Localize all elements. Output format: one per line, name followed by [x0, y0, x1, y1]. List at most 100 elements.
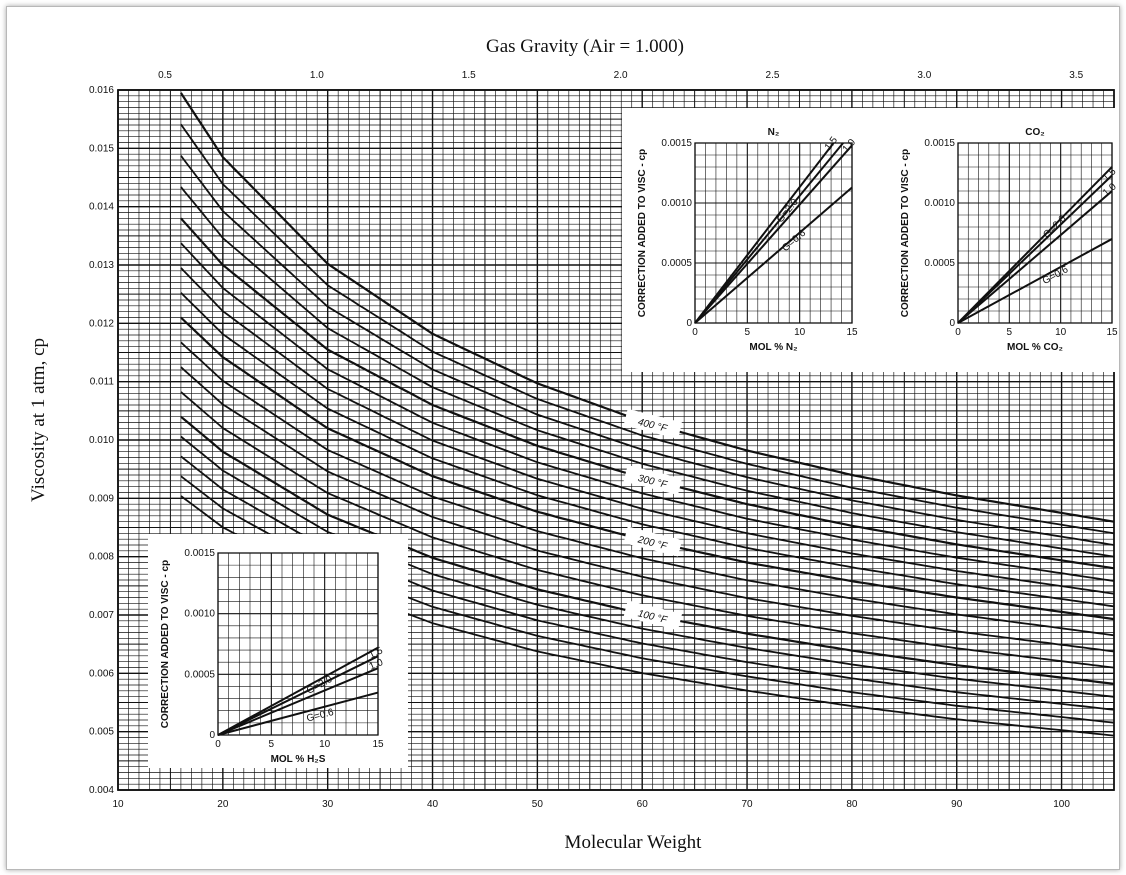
inset-y-label: CORRECTION ADDED TO VISC - cp	[637, 149, 648, 317]
inset-series-line	[694, 142, 835, 324]
inset-x-tick: 0	[955, 327, 961, 338]
y-tick-label: 0.014	[89, 202, 114, 213]
inset-y-tick: 0	[209, 730, 215, 741]
isotherm-curve	[180, 155, 1115, 546]
inset-series-label: 1.0	[368, 657, 385, 673]
inset-x-tick: 5	[1007, 327, 1013, 338]
inset-y-tick: 0.0005	[661, 258, 692, 269]
inset-series-line	[957, 238, 1113, 324]
isotherm-curve	[180, 366, 1115, 653]
y-tick-label: 0.005	[89, 727, 114, 738]
inset-y-label: CORRECTION ADDED TO VISC - cp	[160, 560, 171, 728]
inset-x-tick: 10	[319, 739, 331, 750]
main-tick-labels: 10 20 30 40 50 60 70 80 90 1000.0040.0050.0060.00…	[89, 85, 1070, 810]
y-tick-label: 0.013	[89, 260, 114, 271]
isotherm-curve	[180, 123, 1115, 535]
isotherm-curve	[180, 391, 1115, 669]
inset-y-tick: 0.0010	[184, 609, 215, 620]
inset-y-tick: 0.0015	[924, 138, 955, 149]
y-tick-label: 0.004	[89, 785, 114, 796]
curve-label-group: 100 °F	[623, 600, 683, 631]
y-tick-label: 0.015	[89, 143, 114, 154]
inset-y-label: CORRECTION ADDED TO VISC - cp	[900, 149, 911, 317]
curve-label-bg	[623, 526, 683, 557]
inset-y-tick: 0.0005	[924, 258, 955, 269]
correction-insets: N₂ MOL % N₂ CORRECTION ADDED TO VISC - cp 0…	[148, 108, 1119, 768]
y-tick-label: 0.012	[89, 318, 114, 329]
gravity-tick-label: 3.5	[1069, 70, 1083, 81]
inset-series-line	[217, 667, 379, 736]
inset-x-tick: 10	[794, 327, 806, 338]
curve-label-group: 300 °F	[623, 464, 683, 496]
isotherm-curve	[180, 242, 1115, 582]
gravity-tick-label: 2.5	[766, 70, 780, 81]
inset-title: N₂	[768, 127, 780, 138]
inset-plot-area	[217, 552, 379, 736]
x-tick-label: 40	[427, 799, 439, 810]
inset-x-tick: 15	[846, 327, 858, 338]
curve-label-bg	[623, 464, 683, 496]
gravity-tick-label: 0.5	[158, 70, 172, 81]
inset-y-tick: 0	[949, 318, 955, 329]
inset-background	[148, 534, 408, 768]
inset-series-line	[217, 655, 379, 736]
inset-y-tick: 0.0015	[661, 138, 692, 149]
inset-background	[883, 108, 1116, 372]
inset-h2s: MOL % H₂S CORRECTION ADDED TO VISC - cp 0 5…	[148, 534, 408, 768]
inset-x-tick: 5	[269, 739, 275, 750]
inset-series-line	[957, 166, 1113, 324]
curve-label-bg	[623, 408, 683, 439]
x-tick-label: 70	[741, 799, 753, 810]
curve-label-group: 200 °F	[623, 526, 683, 557]
inset-y-tick: 0	[686, 318, 692, 329]
isotherm-curve	[180, 292, 1115, 608]
inset-y-tick: 0.0010	[661, 198, 692, 209]
inset-plot-area	[694, 142, 853, 324]
inset-x-tick: 0	[215, 739, 221, 750]
isotherm-curve	[180, 186, 1115, 558]
y-tick-label: 0.007	[89, 610, 114, 621]
inset-x-label: MOL % H₂S	[271, 754, 326, 765]
inset-title: CO₂	[1025, 127, 1044, 138]
inset-series-line	[957, 174, 1113, 324]
inset-x-tick: 0	[692, 327, 698, 338]
x-tick-label: 20	[217, 799, 229, 810]
inset-series-line	[694, 142, 844, 324]
inset-y-tick: 0.0015	[184, 548, 215, 559]
curve-label-group: 400 °F	[623, 408, 683, 439]
x-tick-label: 100	[1053, 799, 1070, 810]
gravity-tick-labels: 0.5 1.0 1.5 2.0 2.5 3.0 3.5	[158, 70, 1084, 81]
isotherm-curve	[180, 267, 1115, 595]
gravity-tick-label: 2.0	[614, 70, 628, 81]
x-tick-label: 80	[846, 799, 858, 810]
inset-y-tick: 0.0010	[924, 198, 955, 209]
curve-label-bg	[623, 600, 683, 631]
inset-x-tick: 15	[1106, 327, 1118, 338]
inset-series-line	[694, 144, 853, 324]
gravity-tick-label: 3.0	[917, 70, 931, 81]
inset-plot-area	[957, 142, 1113, 324]
x-tick-label: 10	[112, 799, 124, 810]
y-tick-label: 0.016	[89, 85, 114, 96]
x-tick-label: 60	[637, 799, 649, 810]
chart-title: Gas Gravity (Air = 1.000)	[486, 36, 684, 57]
y-tick-label: 0.011	[90, 377, 115, 388]
y-tick-label: 0.008	[89, 552, 114, 563]
isotherm-curve	[180, 341, 1115, 637]
inset-x-label: MOL % N₂	[749, 342, 797, 353]
inset-series-line	[217, 646, 379, 736]
inset-series-line	[957, 190, 1113, 324]
inset-series-line	[694, 186, 853, 324]
y-tick-label: 0.010	[89, 435, 114, 446]
inset-x-label: MOL % CO₂	[1007, 342, 1063, 353]
x-tick-label: 30	[322, 799, 334, 810]
viscosity-curves: 400 °F 300 °F 200 °F 100 °F	[179, 92, 1115, 737]
inset-x-tick: 10	[1055, 327, 1067, 338]
inset-co2: CO₂ MOL % CO₂ CORRECTION ADDED TO VISC - c…	[883, 108, 1119, 372]
inset-x-tick: 15	[372, 739, 384, 750]
inset-series-line	[217, 691, 379, 736]
gravity-tick-label: 1.5	[462, 70, 476, 81]
x-axis-label: Molecular Weight	[565, 832, 703, 853]
y-tick-label: 0.006	[89, 668, 114, 679]
